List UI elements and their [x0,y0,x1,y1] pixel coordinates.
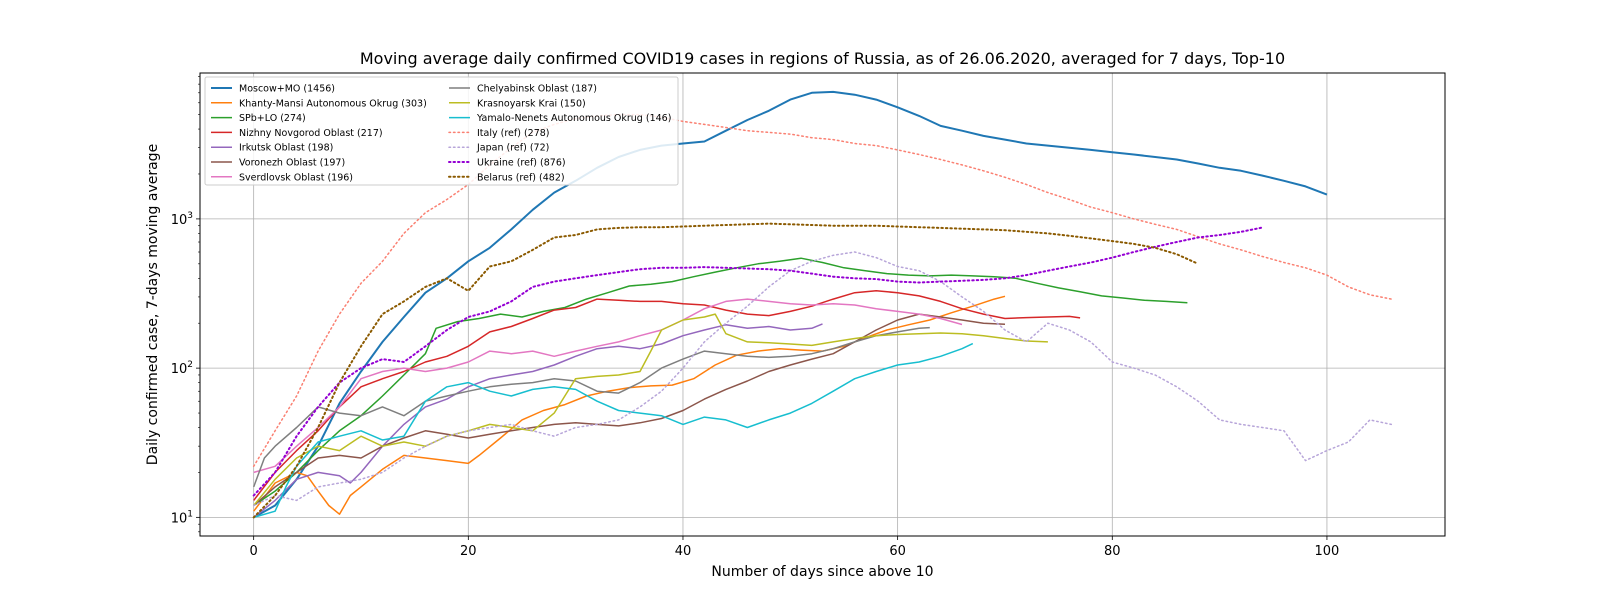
legend-label: Nizhny Novgorod Oblast (217) [239,128,383,139]
series-line [253,342,974,519]
legend-label: Italy (ref) (278) [477,128,550,139]
x-tick-label: 100 [1315,544,1340,559]
legend-label: Sverdlovsk Oblast (196) [239,172,353,183]
legend-label: Moscow+MO (1456) [239,84,335,95]
legend-label: SPb+LO (274) [239,113,306,124]
legend-label: Voronezh Oblast (197) [239,158,345,169]
legend-label: Yamalo-Nenets Autonomous Okrug (146) [476,113,671,124]
legend-label: Krasnoyarsk Krai (150) [477,98,586,109]
series-line [253,298,963,474]
series-line [253,313,1048,506]
legend-label: Japan (ref) (72) [476,143,549,154]
y-tick-label: 103 [171,211,193,228]
axes-frame [199,72,1446,537]
legend-label: Khanty-Mansi Autonomous Okrug (303) [239,98,427,109]
series-line [252,222,1200,519]
legend-label: Irkutsk Oblast (198) [239,143,333,154]
x-axis-label: Number of days since above 10 [711,564,933,580]
legend-label: Ukraine (ref) (876) [477,158,566,169]
x-tick-label: 0 [250,544,258,559]
legend-label: Belarus (ref) (482) [477,172,565,183]
x-tick-label: 40 [675,544,692,559]
chart-title: Moving average daily confirmed COVID19 c… [360,49,1285,68]
y-tick-label: 101 [171,509,193,526]
legend-label: Chelyabinsk Oblast (187) [477,84,597,95]
plot-lines [252,90,1393,519]
legend: Moscow+MO (1456) Khanty-Mansi Autonomous … [204,76,679,186]
x-tick-label: 60 [889,544,906,559]
series-line [253,295,1006,515]
series-line [253,90,1328,519]
series-line [253,290,1081,501]
y-axis-label: Daily confirmed case, 7-days moving aver… [145,144,161,465]
legend-box [204,76,679,186]
series-line [253,323,823,518]
y-tick-label: 102 [171,360,193,377]
series-line [253,313,1006,507]
series-line [252,226,1264,497]
axes: 0 20 40 60 80 100 101 102 103 [171,72,1446,559]
series-line [252,326,930,488]
x-tick-label: 20 [460,544,477,559]
x-tick-label: 80 [1104,544,1121,559]
series-line [252,251,1393,507]
series-line [253,257,1188,507]
